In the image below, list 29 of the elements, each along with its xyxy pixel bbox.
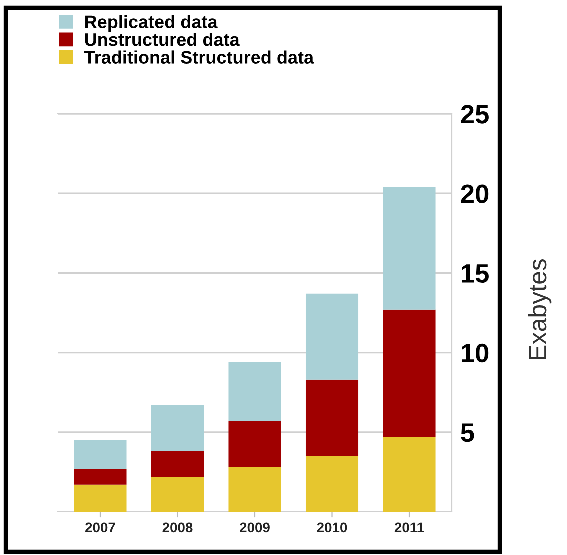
bar xyxy=(306,456,359,512)
bar xyxy=(151,405,204,452)
bar xyxy=(383,310,436,438)
x-tick-label: 2009 xyxy=(240,522,270,533)
x-tick-label: 2010 xyxy=(317,522,348,533)
bar xyxy=(383,187,436,310)
legend-label: Traditional Structured data xyxy=(84,50,314,64)
y-axis-title: Exabytes xyxy=(528,259,552,360)
bar xyxy=(228,467,282,512)
y-tick-label: 15 xyxy=(462,264,489,284)
bar xyxy=(228,362,282,422)
bar xyxy=(228,421,282,468)
legend-label: Replicated data xyxy=(86,15,218,32)
x-tick-label: 2007 xyxy=(86,522,116,533)
bar xyxy=(306,294,359,380)
x-tick-label: 2011 xyxy=(394,522,424,533)
y-tick-label: 25 xyxy=(461,105,489,124)
bar xyxy=(74,469,127,485)
bar xyxy=(383,437,436,512)
y-tick-label: 20 xyxy=(461,184,489,204)
y-tick-label: 10 xyxy=(462,344,489,363)
bar xyxy=(74,440,127,470)
bar xyxy=(151,476,204,512)
legend-label: Unstructured data xyxy=(85,32,240,46)
bar xyxy=(74,484,127,512)
x-tick-label: 2008 xyxy=(162,522,193,533)
bar xyxy=(306,380,359,456)
bar xyxy=(151,452,204,477)
y-tick-label: 5 xyxy=(461,424,474,442)
